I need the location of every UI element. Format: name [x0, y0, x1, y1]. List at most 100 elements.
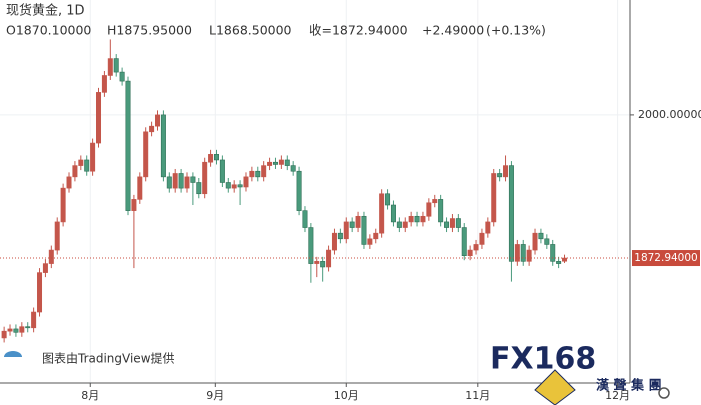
candle-body: [402, 221, 408, 228]
candle-body: [202, 161, 208, 195]
candle-body: [255, 170, 261, 178]
candle-body: [219, 159, 225, 183]
candle-body: [497, 173, 503, 178]
candle-body: [320, 261, 326, 268]
candle-body: [503, 165, 509, 178]
tradingview-icon: [4, 351, 22, 357]
candle-body: [302, 210, 308, 228]
candle-body: [231, 184, 237, 189]
candle-body: [379, 193, 385, 234]
candle-body: [308, 227, 314, 264]
candle-body: [101, 75, 107, 93]
x-tick-label: 8月: [81, 389, 99, 402]
candle-body: [373, 232, 379, 240]
candle-body: [37, 272, 43, 313]
candle-body: [491, 173, 497, 223]
logo: FX168: [490, 342, 596, 377]
candle-body: [272, 161, 278, 165]
ohlc-low: L1868.50000: [209, 23, 292, 38]
candle-body: [190, 176, 196, 183]
candle-body: [160, 114, 166, 178]
candle-body: [284, 159, 290, 166]
watermark: 图表由TradingView提供: [42, 351, 175, 366]
candle-body: [414, 215, 420, 223]
candle-body: [455, 218, 461, 228]
candle-body: [514, 244, 520, 262]
candle-body: [184, 176, 190, 189]
candle-body: [155, 114, 161, 127]
candle-body: [343, 221, 349, 240]
candle-body: [125, 80, 131, 211]
candle-body: [90, 142, 96, 172]
candle-body: [390, 204, 396, 223]
candle-body: [166, 176, 172, 189]
candle-body: [113, 58, 119, 73]
candle-body: [178, 173, 184, 189]
ohlc-open: O1870.10000: [6, 23, 91, 38]
candle-body: [96, 92, 102, 144]
x-tick-label: 9月: [206, 389, 224, 402]
candle-body: [290, 165, 296, 172]
candle-body: [119, 71, 125, 82]
candle-body: [7, 328, 13, 332]
candle-body: [249, 170, 255, 178]
x-tick-label: 10月: [334, 389, 359, 402]
candle-body: [261, 165, 267, 178]
candle-body: [243, 176, 249, 188]
candle-body: [278, 159, 284, 165]
candle-body: [225, 182, 231, 189]
candle-body: [432, 199, 438, 204]
candles: [1, 39, 568, 343]
candle-body: [367, 238, 373, 245]
candle-body: [538, 232, 544, 240]
candle-body: [131, 199, 137, 211]
candle-body: [331, 232, 337, 251]
candle-body: [556, 261, 562, 264]
candle-body: [485, 221, 491, 234]
logo-emblem: [534, 369, 576, 405]
candle-body: [60, 187, 66, 223]
candle-body: [467, 249, 473, 257]
x-tick-label: 11月: [465, 389, 490, 402]
candle-body: [196, 182, 202, 195]
candle-body: [213, 154, 219, 161]
candle-body: [361, 215, 367, 245]
candle-body: [296, 170, 302, 211]
chart-title: 现货黄金, 1D: [6, 3, 85, 19]
candle-body: [72, 165, 78, 178]
candle-body: [449, 218, 455, 228]
candle-body: [544, 238, 550, 245]
ohlc-high: H1875.95000: [107, 23, 192, 38]
candle-body: [473, 244, 479, 251]
price-label-box: [632, 250, 700, 267]
settings-icon[interactable]: [658, 387, 670, 399]
candle-body: [420, 215, 426, 223]
candle-body: [267, 161, 273, 166]
candle-body: [408, 215, 414, 223]
change-pct: (+0.13%): [486, 23, 546, 38]
candle-body: [237, 184, 243, 188]
grid: [0, 0, 630, 383]
candle-body: [349, 221, 355, 228]
candle-body: [508, 165, 514, 262]
candle-body: [208, 154, 214, 163]
candle-body: [54, 221, 60, 251]
price-label: 1872.94000: [634, 252, 697, 264]
candle-body: [355, 215, 361, 228]
candle-body: [550, 244, 556, 262]
candle-body: [337, 232, 343, 240]
candle-body: [31, 311, 37, 329]
candle-body: [479, 232, 485, 245]
y-tick-label: 2000.00000: [638, 108, 701, 121]
candle-body: [461, 227, 467, 257]
candle-body: [107, 58, 113, 76]
ohlc-close: 收=1872.94000: [309, 23, 408, 38]
candle-body: [13, 328, 19, 333]
candle-body: [66, 176, 72, 189]
x-tick-label: 12月: [605, 389, 630, 402]
candle-body: [143, 131, 149, 178]
candle-body: [1, 330, 7, 339]
candle-body: [520, 244, 526, 262]
candle-body: [137, 176, 143, 200]
